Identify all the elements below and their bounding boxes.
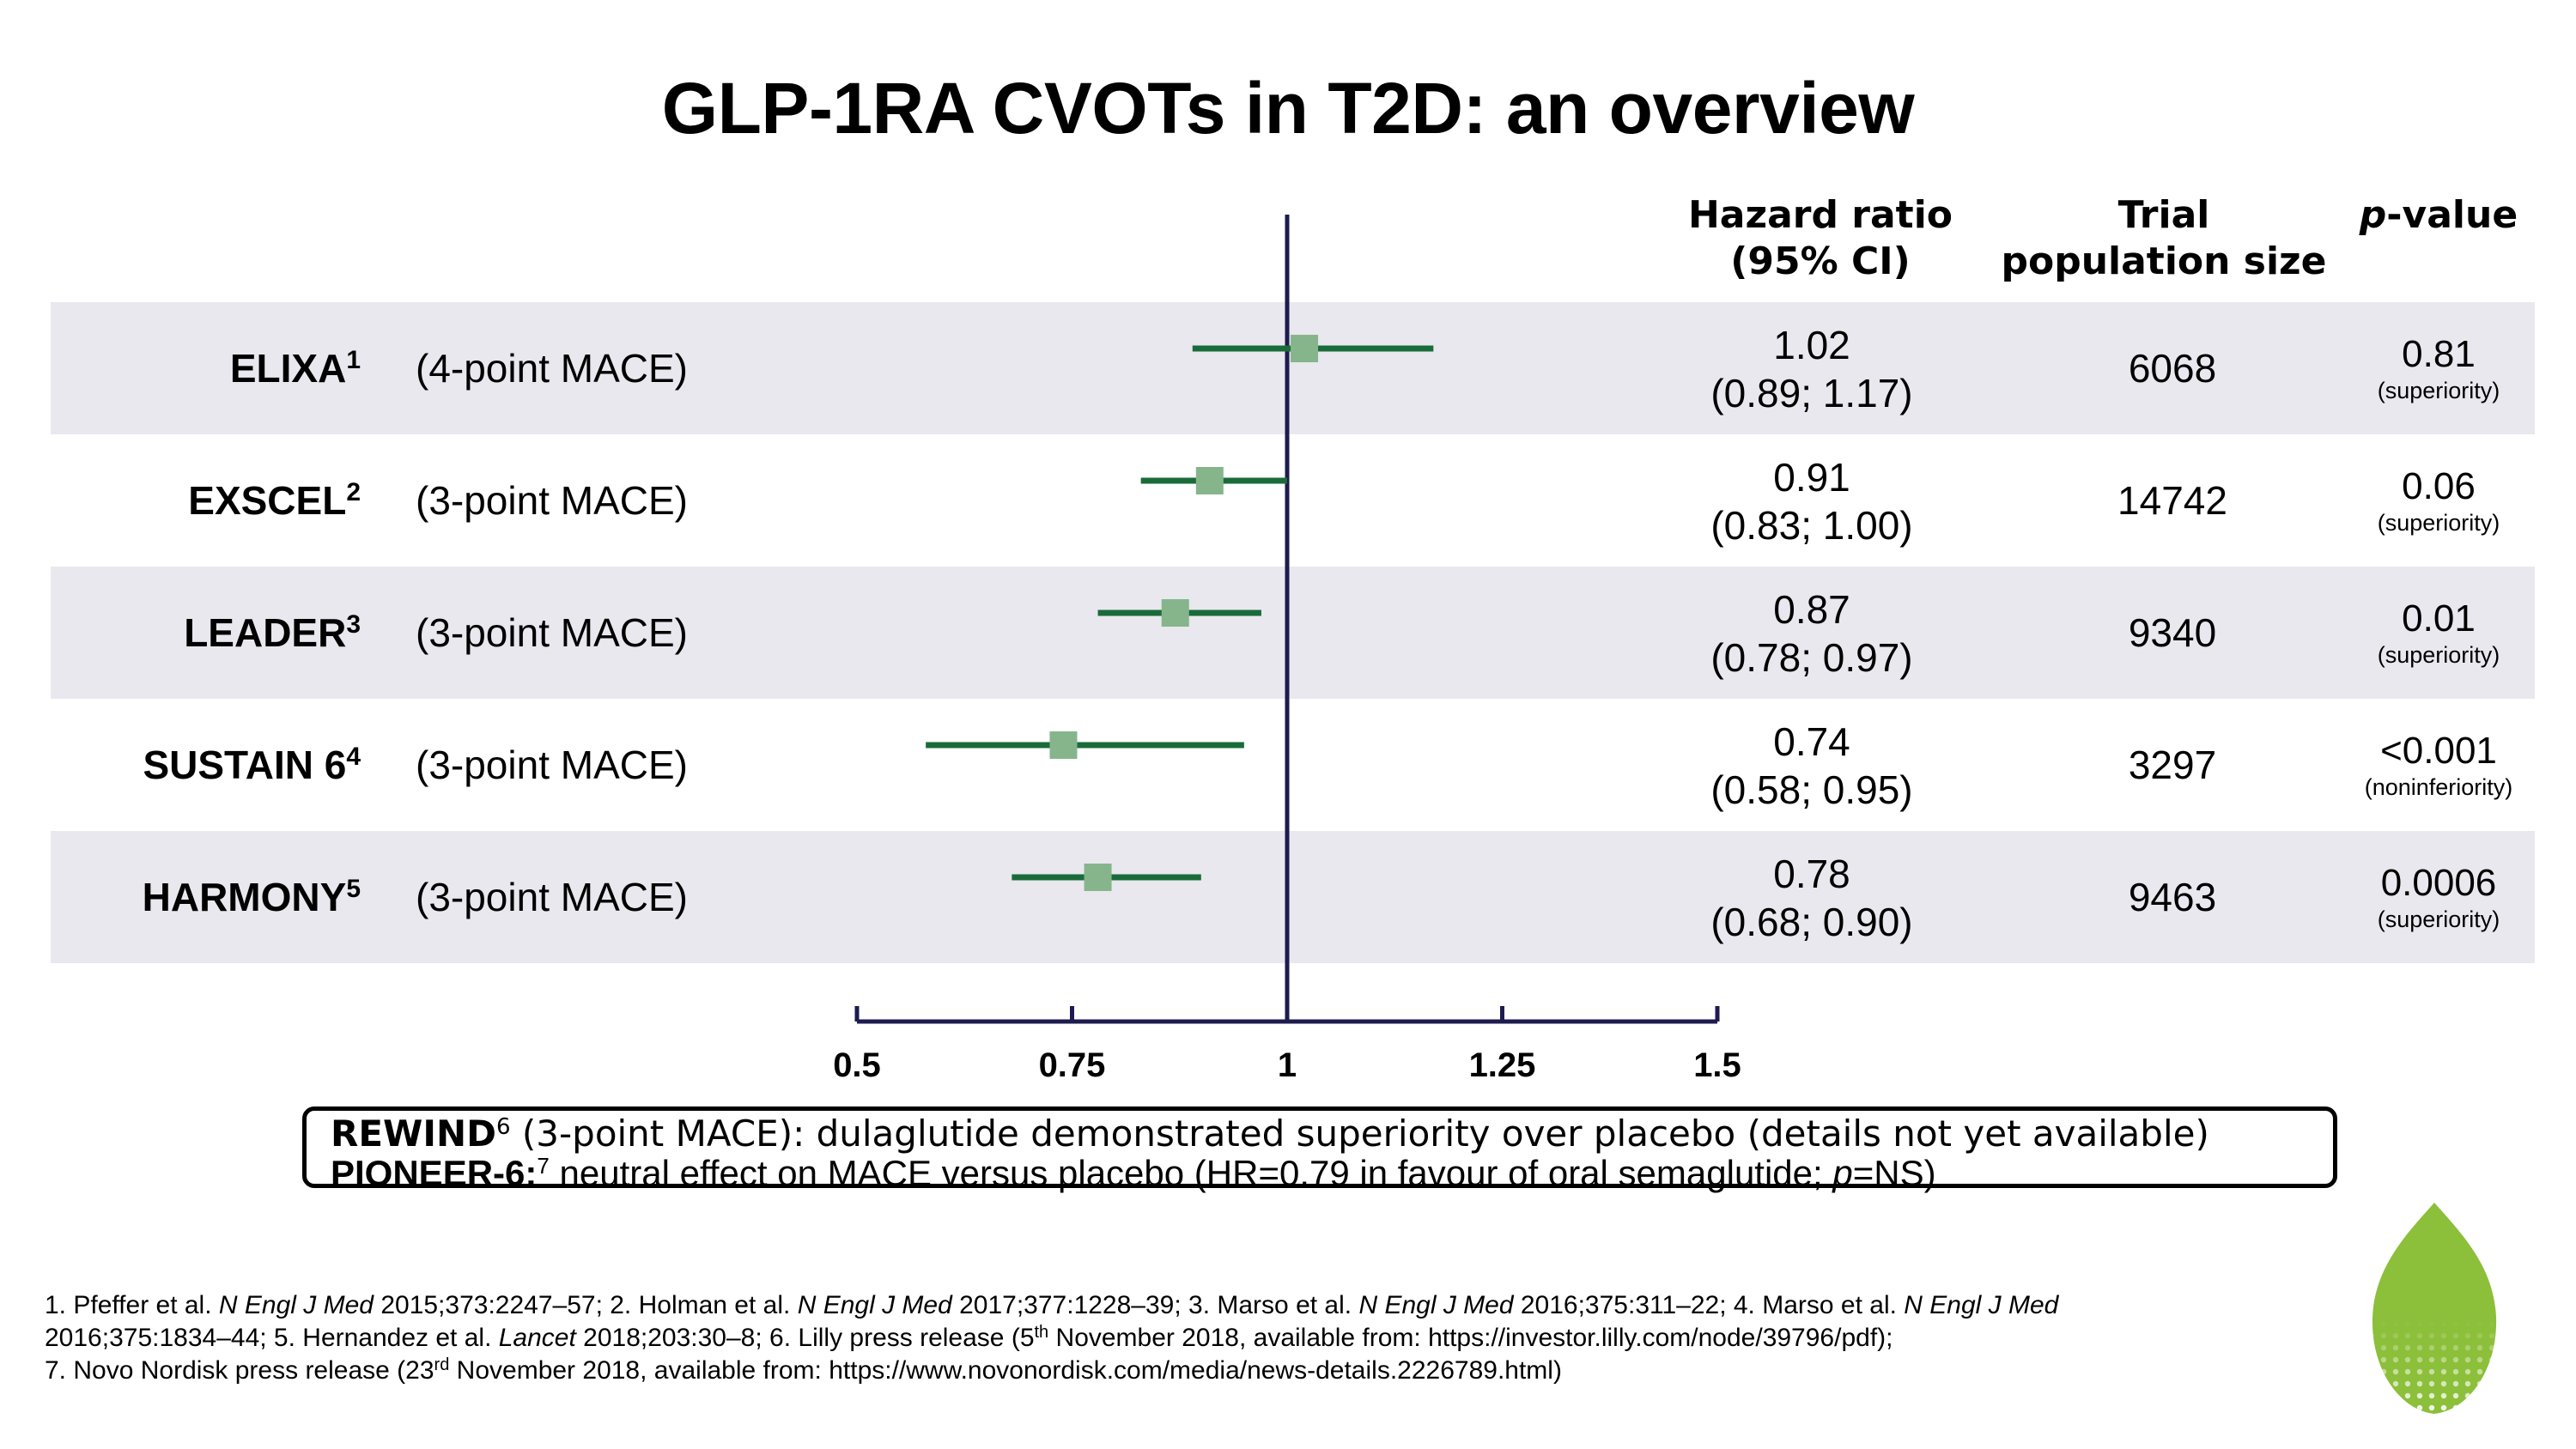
p-italic: p	[2359, 193, 2387, 237]
hr-marker	[1161, 599, 1189, 627]
x-tick-label: 0.75	[1039, 1046, 1106, 1084]
hr-sustain6: 0.74 (0.58; 0.95)	[1710, 719, 1913, 812]
reference-line-3: 7. Novo Nordisk press release (23rd Nove…	[45, 1355, 1562, 1385]
reference-line-1: 1. Pfeffer et al. N Engl J Med 2015;373:…	[45, 1291, 2059, 1319]
row-band-5	[51, 831, 2535, 963]
endpoint-sustain6: (3-point MACE)	[416, 743, 688, 787]
endpoint-exscel: (3-point MACE)	[416, 478, 688, 523]
hr-marker	[1084, 864, 1112, 891]
endpoint-leader: (3-point MACE)	[416, 610, 688, 655]
rewind-line: REWIND6 (3-point MACE): dulaglutide demo…	[331, 1113, 2209, 1155]
pioneer-line: PIONEER-6:7 neutral effect on MACE versu…	[331, 1153, 1936, 1193]
pvalue-elixa: 0.81 (superiority)	[2377, 333, 2500, 403]
page-title: GLP-1RA CVOTs in T2D: an overview	[661, 68, 1915, 149]
trial-name-harmony: HARMONY5	[142, 875, 361, 919]
hr-exscel: 0.91 (0.83; 1.00)	[1710, 455, 1913, 548]
leaf-logo-icon	[2372, 1203, 2497, 1414]
header-hazard-ratio: Hazard ratio (95% CI)	[1687, 193, 1953, 283]
x-tick-label: 1.5	[1693, 1046, 1741, 1084]
pop-harmony: 9463	[2128, 875, 2217, 919]
x-tick-label: 0.5	[833, 1046, 881, 1084]
rewind-pioneer-callout: REWIND6 (3-point MACE): dulaglutide demo…	[302, 1106, 2337, 1193]
hr-marker	[1049, 731, 1078, 759]
hr-marker	[1291, 335, 1319, 362]
pvalue-harmony: 0.0006 (superiority)	[2377, 862, 2500, 932]
forest-plot: 0.5 0.75 1 1.25 1.5	[833, 215, 1741, 1084]
pop-exscel: 14742	[2117, 478, 2227, 523]
trial-name-leader: LEADER3	[184, 610, 361, 655]
x-tick-label: 1.25	[1469, 1046, 1536, 1084]
trial-name-sustain6: SUSTAIN 64	[143, 743, 361, 787]
hr-marker	[1195, 467, 1224, 494]
pvalue-exscel: 0.06 (superiority)	[2377, 465, 2500, 536]
pvalue-leader: 0.01 (superiority)	[2377, 597, 2500, 668]
trial-name-exscel: EXSCEL2	[188, 478, 361, 523]
row-band-3	[51, 567, 2535, 699]
pop-sustain6: 3297	[2128, 743, 2217, 787]
references: 1. Pfeffer et al. N Engl J Med 2015;373:…	[45, 1289, 2363, 1387]
pvalue-sustain6: <0.001 (noninferiority)	[2364, 730, 2513, 800]
trial-name-elixa: ELIXA1	[229, 346, 361, 391]
hr-elixa: 1.02 (0.89; 1.17)	[1710, 323, 1913, 415]
header-trial-population: Trial population size	[2001, 193, 2327, 283]
x-tick-label: 1	[1278, 1046, 1297, 1084]
row-band-1	[51, 302, 2535, 434]
header-p-value: p-value	[2336, 192, 2542, 239]
hr-leader: 0.87 (0.78; 0.97)	[1710, 587, 1913, 680]
reference-line-2: 2016;375:1834–44; 5. Hernandez et al. La…	[45, 1323, 1893, 1352]
endpoint-elixa: (4-point MACE)	[416, 346, 688, 391]
pop-elixa: 6068	[2128, 346, 2217, 391]
hr-harmony: 0.78 (0.68; 0.90)	[1710, 852, 1913, 944]
pop-leader: 9340	[2128, 610, 2217, 655]
endpoint-harmony: (3-point MACE)	[416, 875, 688, 919]
p-rest: -value	[2386, 193, 2518, 237]
